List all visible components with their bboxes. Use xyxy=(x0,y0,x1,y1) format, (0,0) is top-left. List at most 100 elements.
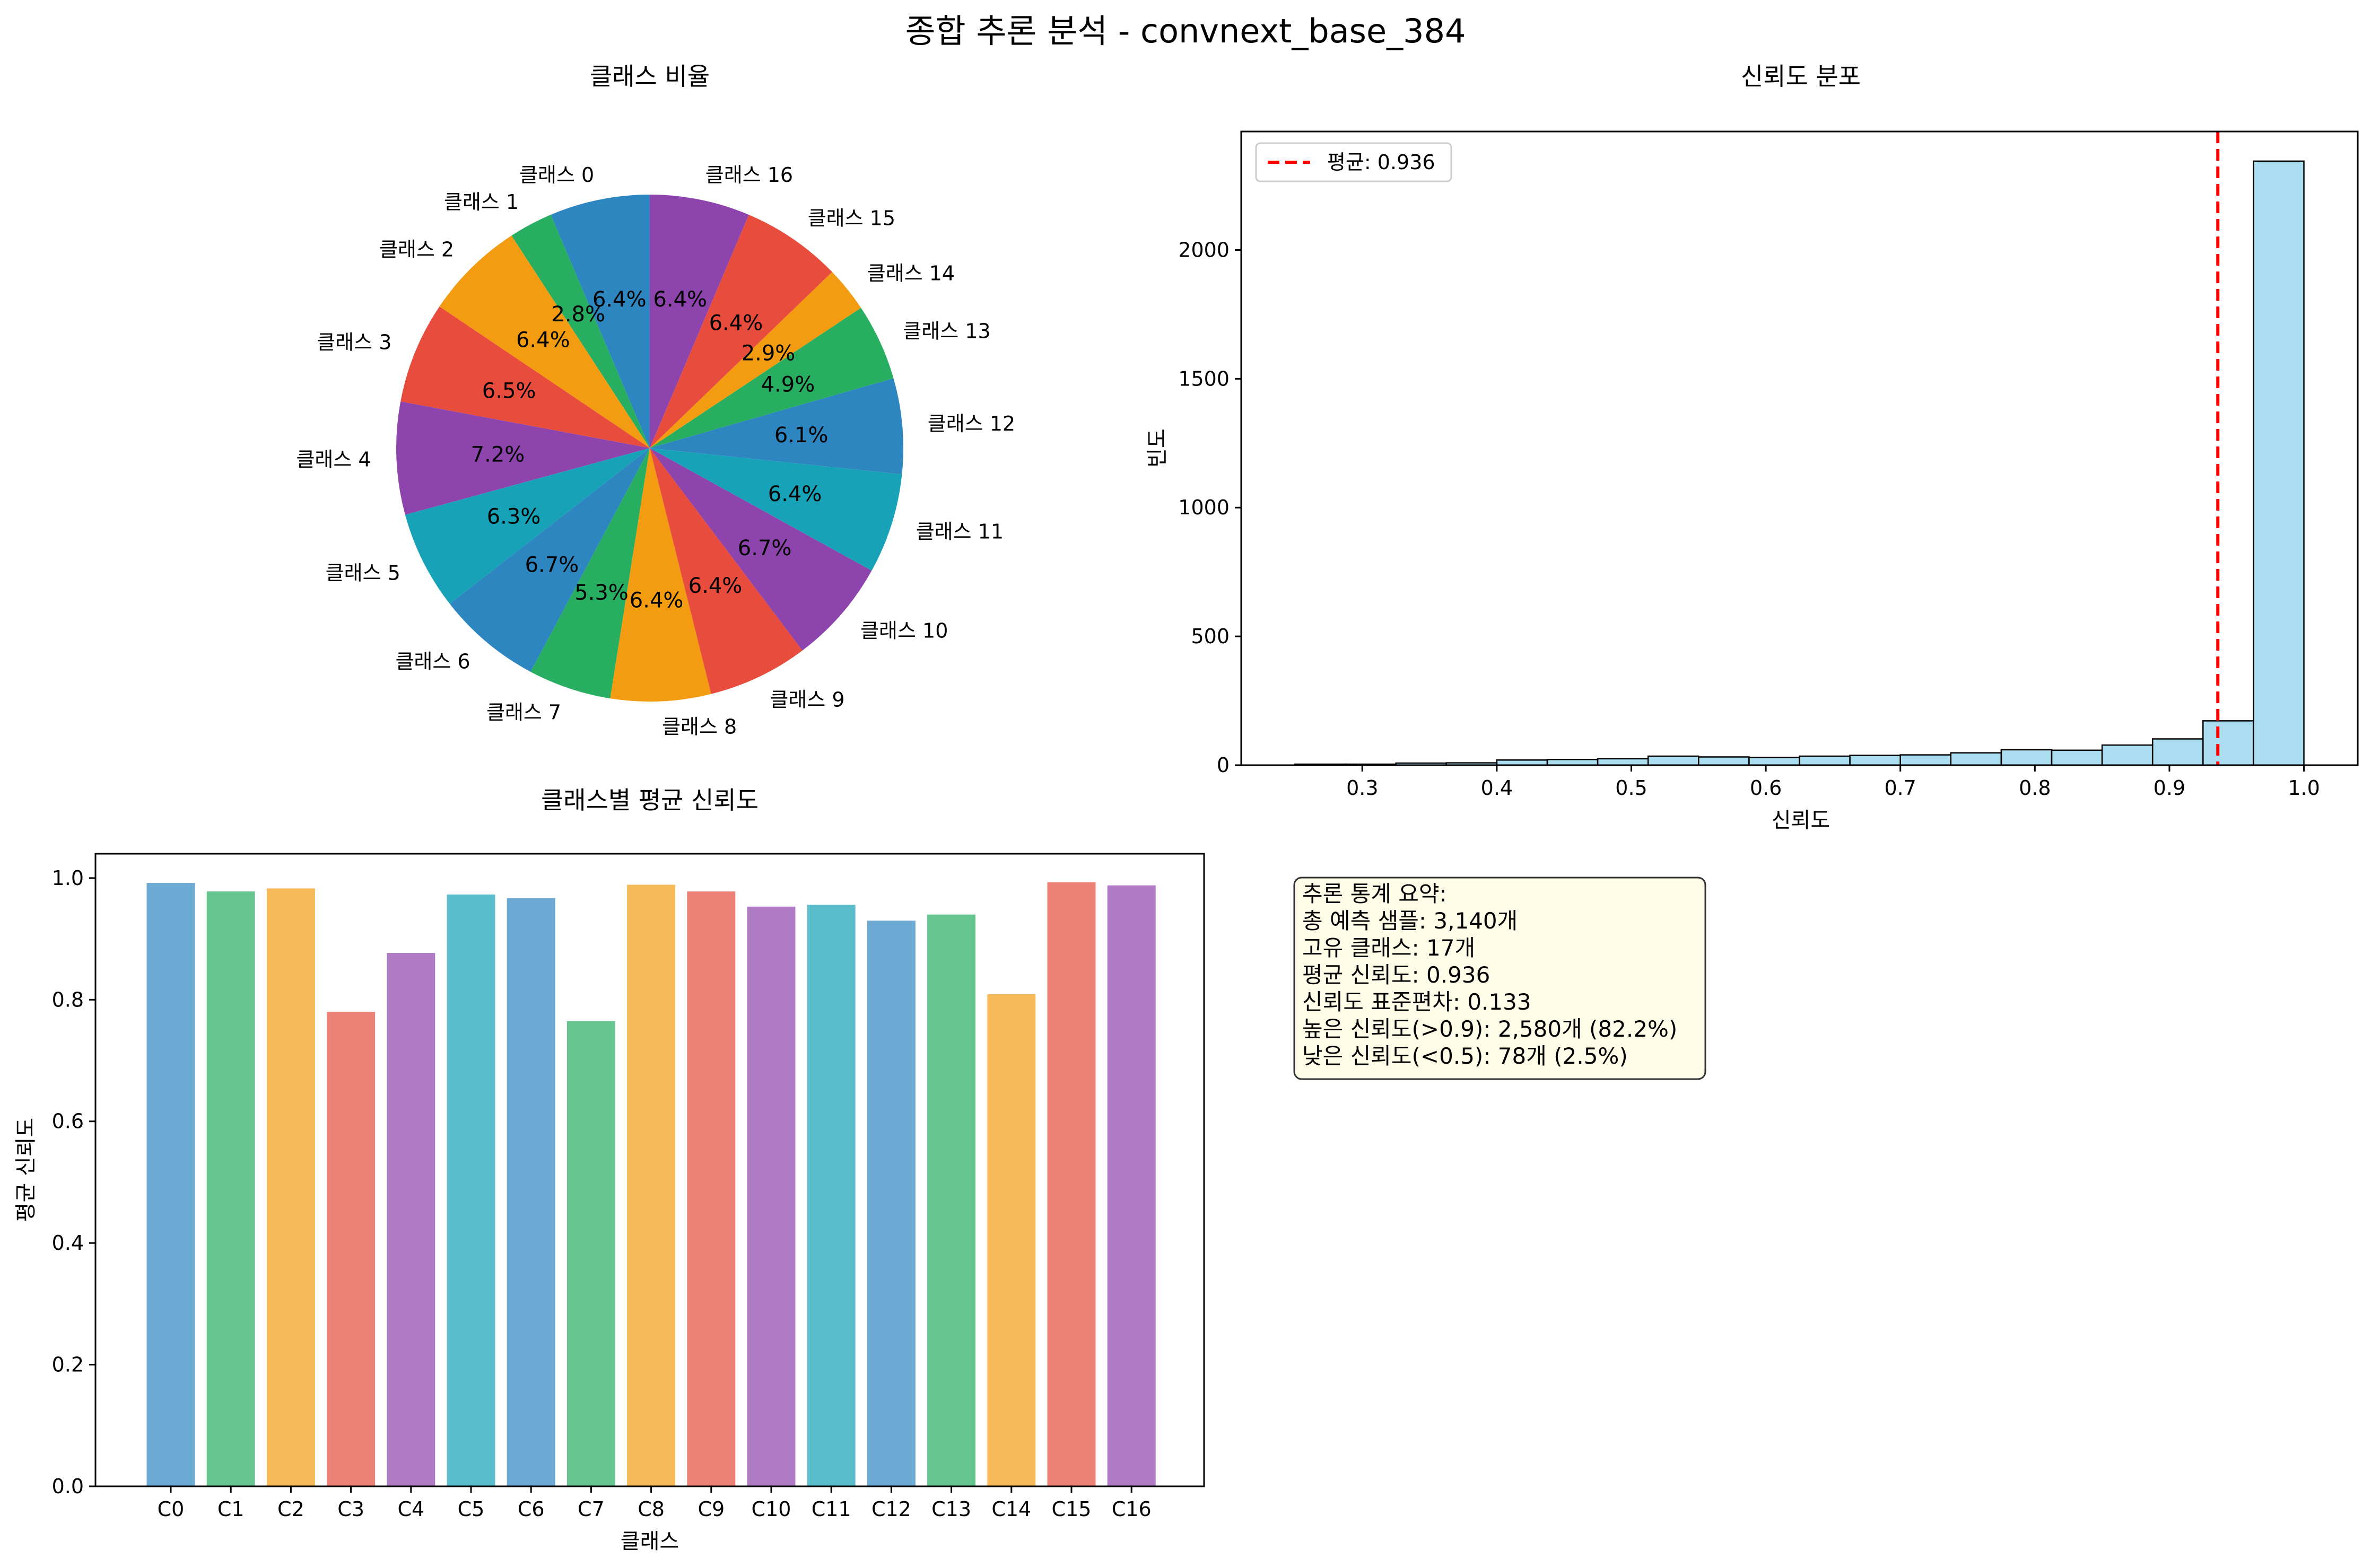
pie-class-label: 클래스 15 xyxy=(808,207,895,230)
histogram-panel: 신뢰도 분포 0.3 0.4 0.5 0.6 0.7 0.8 0.9 1.0 0 500 1000… xyxy=(1145,62,2359,833)
y-tick-label: 1500 xyxy=(1178,367,1230,390)
pie-class-label: 클래스 8 xyxy=(662,715,737,738)
pie-percent-label: 6.4% xyxy=(592,287,647,312)
class-bar xyxy=(627,884,676,1486)
x-tick-label: C6 xyxy=(518,1497,545,1521)
figure-title: 종합 추론 분석 - convnext_base_384 xyxy=(905,12,1466,50)
class-bar xyxy=(327,1012,376,1487)
pie-labels: 클래스 0 6.4% 클래스 1 2.8% 클래스 2 6.4% 클래스 3 6.5% 클래스 … xyxy=(296,163,1015,739)
histogram-bar xyxy=(1698,756,1750,766)
pie-percent-label: 6.7% xyxy=(738,536,792,560)
histogram-bar xyxy=(1950,752,2002,766)
x-tick-label: C0 xyxy=(158,1497,185,1521)
pie-percent-label: 2.9% xyxy=(742,341,796,365)
x-tick-label: 1.0 xyxy=(2288,776,2320,800)
histogram-bar xyxy=(1799,755,1851,766)
pie-slice xyxy=(650,271,861,448)
histogram-bar xyxy=(1597,758,1649,766)
x-tick-label: C2 xyxy=(277,1497,304,1521)
summary-line: 높은 신뢰도(>0.9): 2,580개 (82.2%) xyxy=(1302,1016,1677,1042)
pie-class-label: 클래스 3 xyxy=(317,331,391,354)
pie-slice xyxy=(405,448,650,604)
x-tick-label: C7 xyxy=(578,1497,605,1521)
class-bar xyxy=(206,891,255,1486)
pie-slice xyxy=(551,195,650,448)
x-tick-label: C13 xyxy=(931,1497,971,1521)
pie-slice xyxy=(610,448,711,702)
pie-slices xyxy=(396,195,903,702)
pie-slice xyxy=(650,378,903,475)
pie-slice xyxy=(396,401,650,515)
x-tick-label: C5 xyxy=(458,1497,485,1521)
y-tick-label: 1.0 xyxy=(52,866,84,890)
y-tick-label: 0 xyxy=(1217,754,1230,777)
pie-slice xyxy=(511,214,650,448)
histogram-bar xyxy=(1546,759,1599,766)
pie-slice xyxy=(449,448,650,672)
pie-class-label: 클래스 13 xyxy=(903,320,990,343)
histogram-y-label: 빈도 xyxy=(1145,428,1170,468)
class-bar xyxy=(566,1021,615,1486)
summary-line: 고유 클래스: 17개 xyxy=(1302,935,1475,961)
legend-frame xyxy=(1255,142,1452,182)
y-tick-label: 2000 xyxy=(1178,239,1230,262)
summary-line: 평균 신뢰도: 0.936 xyxy=(1302,962,1490,988)
x-tick-label: C12 xyxy=(871,1497,911,1521)
class-bar xyxy=(447,894,495,1486)
pie-slice xyxy=(400,306,650,448)
pie-slice xyxy=(650,448,803,694)
histogram-bar xyxy=(1899,754,1952,766)
pie-chart-panel: 클래스 비율 클래스 0 6.4% 클래스 1 2.8% 클래스 2 6.4% 클래스 3 6… xyxy=(296,62,1015,738)
y-tick-label: 0.6 xyxy=(52,1110,84,1133)
pie-percent-label: 5.3% xyxy=(574,581,629,605)
pie-percent-label: 6.7% xyxy=(525,553,579,577)
x-tick-label: 0.3 xyxy=(1346,776,1378,800)
pie-percent-label: 6.4% xyxy=(768,482,822,506)
pie-class-label: 클래스 16 xyxy=(705,163,793,187)
bar-axes-frame xyxy=(94,853,1205,1487)
histogram-bar xyxy=(2202,720,2254,766)
pie-percent-label: 7.2% xyxy=(471,443,525,467)
histogram-bars xyxy=(1294,160,2305,766)
x-tick-label: C11 xyxy=(812,1497,851,1521)
pie-class-label: 클래스 4 xyxy=(296,448,371,471)
class-bar xyxy=(387,953,435,1486)
x-tick-label: 0.6 xyxy=(1750,776,1782,800)
y-tick-label: 1000 xyxy=(1178,496,1230,519)
class-bar xyxy=(266,888,315,1486)
pie-slice xyxy=(650,214,832,448)
histogram-x-label: 신뢰도 xyxy=(1772,808,1830,833)
histogram-bar xyxy=(2151,738,2204,766)
bar-x-ticks: C0 C1 C2 C3 C4 C5 C6 C7 C8 C9 C10 C11 C12 C13 C14 C15 C1… xyxy=(158,1486,1152,1521)
pie-slice xyxy=(650,448,902,571)
pie-percent-label: 6.4% xyxy=(653,287,707,312)
histogram-bar xyxy=(2000,749,2053,766)
pie-class-label: 클래스 14 xyxy=(867,262,955,285)
class-bars xyxy=(146,882,1156,1487)
x-tick-label: C4 xyxy=(397,1497,424,1521)
x-tick-label: 0.7 xyxy=(1884,776,1916,800)
class-bar xyxy=(687,891,736,1486)
x-tick-label: 0.5 xyxy=(1615,776,1647,800)
y-tick-label: 0.0 xyxy=(52,1475,84,1498)
pie-chart-title: 클래스 비율 xyxy=(590,62,710,91)
x-tick-label: C1 xyxy=(217,1497,245,1521)
histogram-bar xyxy=(2253,160,2305,766)
y-tick-label: 0.2 xyxy=(52,1353,84,1377)
summary-frame xyxy=(1293,877,1706,1080)
x-tick-label: C10 xyxy=(752,1497,791,1521)
class-bar xyxy=(987,994,1036,1486)
pie-slice xyxy=(650,195,749,448)
class-bar xyxy=(146,883,195,1486)
pie-class-label: 클래스 2 xyxy=(379,238,454,261)
summary-line: 추론 통계 요약: xyxy=(1302,881,1447,907)
histogram-bar xyxy=(1849,755,1901,766)
histogram-x-ticks: 0.3 0.4 0.5 0.6 0.7 0.8 0.9 1.0 xyxy=(1346,765,2320,800)
bar-chart-panel: 클래스별 평균 신뢰도 C0 C1 C2 C3 C4 C5 C6 C7 C8 C9 C10 C11 C1… xyxy=(14,786,1205,1554)
x-tick-label: 0.9 xyxy=(2154,776,2185,800)
pie-class-label: 클래스 0 xyxy=(519,163,594,187)
pie-slice xyxy=(530,448,650,699)
class-bar xyxy=(1047,882,1096,1486)
